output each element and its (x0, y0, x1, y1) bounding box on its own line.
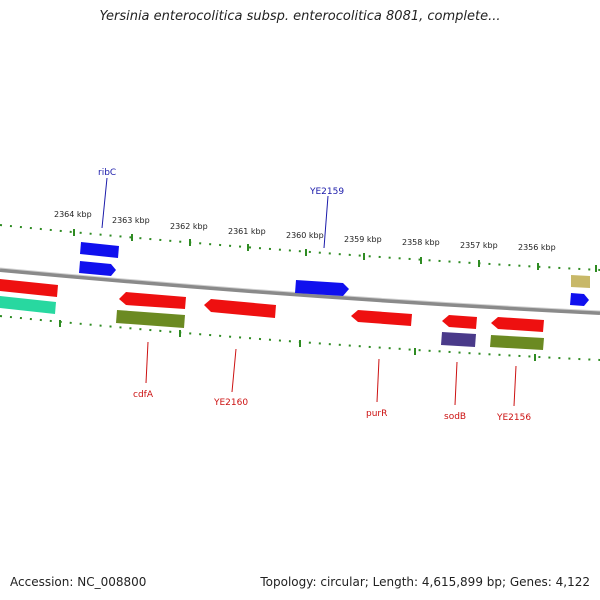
gene-label-YE2156[interactable]: YE2156 (496, 413, 531, 423)
gene-feature-left-red[interactable] (0, 279, 58, 297)
gene-feature-YE2156[interactable] (491, 317, 544, 332)
gene-feature-sodB[interactable] (442, 315, 477, 329)
ruler-inner-major-ticks (59, 320, 536, 361)
tick-label: 2356 kbp (518, 243, 556, 252)
gene-feature-cdfA-olive[interactable] (116, 310, 185, 328)
tick-label: 2358 kbp (402, 238, 440, 247)
genome-title: Yersinia enterocolitica subsp. enterocol… (99, 9, 501, 24)
gene-feature-purR[interactable] (351, 310, 412, 326)
genome-backbone (0, 268, 600, 315)
gene-feature-cdfA[interactable] (119, 292, 186, 309)
ruler-major-ticks (73, 229, 597, 272)
gene-label-YE2159[interactable]: YE2159 (309, 187, 344, 197)
gene-feature-forward[interactable] (79, 261, 116, 276)
genome-summary-label: Topology: circular; Length: 4,615,899 bp… (260, 575, 590, 589)
gene-feature-left-teal[interactable] (0, 296, 56, 314)
tick-label: 2364 kbp (54, 210, 92, 219)
ruler-labels: 2364 kbp 2363 kbp 2362 kbp 2361 kbp 2360… (54, 210, 556, 252)
tick-label: 2362 kbp (170, 222, 208, 231)
gene-feature-YE2156-olive[interactable] (490, 335, 544, 350)
gene-label-YE2160[interactable]: YE2160 (213, 398, 248, 408)
tick-label: 2363 kbp (112, 216, 150, 225)
tick-label: 2357 kbp (460, 241, 498, 250)
gene-feature-sodB-purple[interactable] (441, 332, 476, 347)
gene-label-sodB[interactable]: sodB (444, 412, 466, 422)
gene-feature-YE2160[interactable] (204, 299, 276, 318)
tick-label: 2361 kbp (228, 227, 266, 236)
gene-feature-khaki[interactable] (571, 275, 590, 288)
gene-feature-YE2159[interactable] (295, 280, 349, 296)
gene-feature-ribC[interactable] (80, 242, 119, 258)
label-leader-lines (101, 177, 517, 407)
accession-label: Accession: NC_008800 (10, 575, 147, 589)
tick-label: 2360 kbp (286, 231, 324, 240)
ruler-outer (0, 224, 600, 271)
gene-label-ribC[interactable]: ribC (98, 168, 116, 178)
gene-feature-forward-right[interactable] (570, 293, 589, 306)
tick-label: 2359 kbp (344, 235, 382, 244)
gene-label-purR[interactable]: purR (366, 409, 387, 419)
gene-label-cdfA[interactable]: cdfA (133, 390, 154, 400)
